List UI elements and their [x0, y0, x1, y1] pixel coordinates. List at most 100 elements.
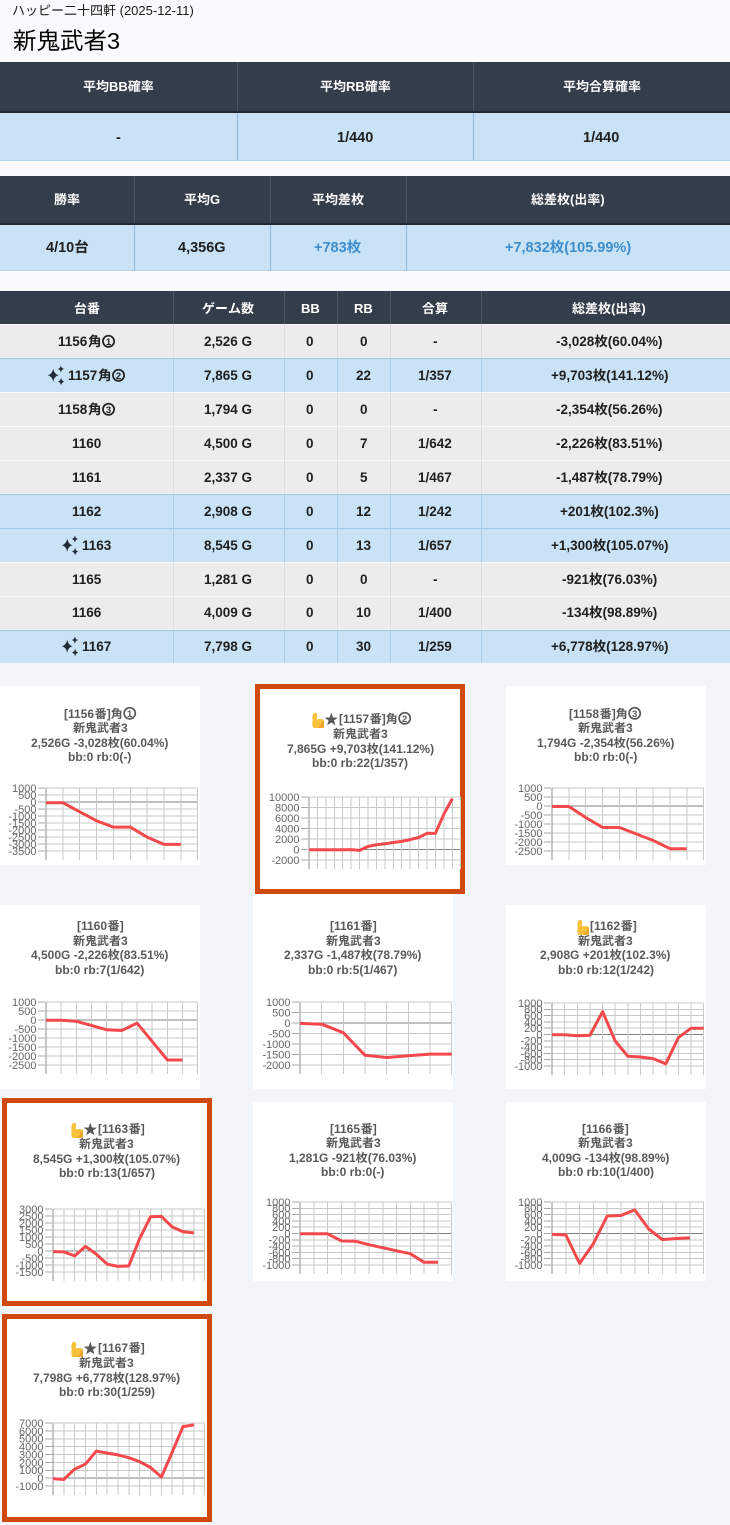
svg-text:(102.3%): (102.3%) [604, 504, 659, 519]
svg-text:-: - [433, 334, 438, 349]
svg-text:800: 800 [524, 1004, 542, 1016]
svg-text:-800: -800 [520, 1254, 542, 1266]
svg-text:-1500: -1500 [514, 828, 542, 840]
svg-text:bb:0 rb:10(1/400): bb:0 rb:10(1/400) [558, 1165, 654, 1179]
svg-text:1,281G -921: 1,281G -921 [289, 1151, 356, 1165]
svg-text:-1000: -1000 [16, 1259, 44, 1271]
svg-text:(76.03%): (76.03%) [368, 1151, 417, 1165]
svg-text:1000: 1000 [518, 997, 542, 1009]
svg-text:1/467: 1/467 [418, 470, 452, 485]
svg-text:1163: 1163 [82, 538, 112, 553]
svg-text:0: 0 [306, 368, 314, 383]
svg-text:-400: -400 [268, 1241, 290, 1253]
svg-text:bb:0 rb:13(1/657): bb:0 rb:13(1/657) [59, 1166, 155, 1180]
svg-text:13: 13 [356, 538, 372, 553]
svg-text:1/440: 1/440 [337, 130, 373, 146]
svg-text:6000: 6000 [19, 1425, 43, 1437]
svg-text:7,865G +9,703: 7,865G +9,703 [287, 742, 367, 756]
svg-text:30: 30 [356, 639, 371, 654]
svg-text:500: 500 [272, 1007, 290, 1019]
svg-text:3: 3 [626, 1136, 633, 1150]
svg-text:3: 3 [626, 934, 633, 948]
svg-text:-: - [433, 402, 438, 417]
svg-text:1160: 1160 [72, 436, 101, 451]
svg-text:4,500G -2,226: 4,500G -2,226 [31, 948, 108, 962]
svg-text:[1158: [1158 [569, 707, 599, 721]
svg-text:): ) [642, 301, 646, 316]
svg-text:-2,226: -2,226 [556, 436, 595, 451]
svg-text:(56.26%): (56.26%) [608, 402, 663, 417]
svg-text:0: 0 [360, 572, 368, 587]
svg-text:1156: 1156 [58, 334, 88, 349]
svg-text:-200: -200 [520, 1235, 542, 1247]
svg-text:-600: -600 [520, 1048, 542, 1060]
svg-text:4,009G -134: 4,009G -134 [542, 1151, 609, 1165]
svg-text:[1156: [1156 [64, 707, 94, 721]
svg-text:1/440: 1/440 [583, 130, 619, 146]
svg-text:1/642: 1/642 [418, 436, 452, 451]
svg-text:7,798G +6,778: 7,798G +6,778 [33, 1371, 113, 1385]
svg-text:-2500: -2500 [9, 832, 37, 844]
svg-text:0: 0 [306, 538, 314, 553]
svg-text:-921: -921 [562, 572, 590, 587]
svg-text:]: ] [372, 919, 376, 933]
svg-text:bb:0 rb:5(1/467): bb:0 rb:5(1/467) [308, 963, 397, 977]
svg-text:3: 3 [374, 1136, 381, 1150]
svg-text:RB: RB [346, 79, 365, 94]
svg-text:+6,778: +6,778 [551, 639, 593, 654]
svg-text:0: 0 [293, 844, 299, 856]
svg-text:1000: 1000 [19, 1231, 43, 1243]
svg-text:1/259: 1/259 [418, 639, 452, 654]
svg-text:(60.04%): (60.04%) [608, 334, 663, 349]
svg-text:6000: 6000 [275, 812, 299, 824]
svg-text:-500: -500 [520, 810, 542, 822]
svg-text:-1,487: -1,487 [556, 470, 594, 485]
svg-text:4,356G: 4,356G [178, 240, 226, 256]
svg-text:3: 3 [121, 934, 128, 948]
svg-text:-500: -500 [15, 1024, 37, 1036]
svg-text:0: 0 [31, 797, 37, 809]
svg-text:(78.79%): (78.79%) [373, 948, 422, 962]
svg-text:-3,028: -3,028 [556, 334, 595, 349]
svg-text:-1000: -1000 [8, 1033, 36, 1045]
svg-text:]: ] [625, 1122, 629, 1136]
svg-text:[1162: [1162 [590, 919, 620, 933]
svg-text:800: 800 [524, 1203, 542, 1215]
svg-text:3: 3 [127, 1137, 134, 1151]
svg-text:1166: 1166 [72, 605, 102, 620]
svg-text:-2000: -2000 [262, 1060, 290, 1072]
svg-text:0: 0 [306, 402, 314, 417]
svg-text:[1160: [1160 [77, 919, 107, 933]
svg-text:2,337 G: 2,337 G [204, 470, 252, 485]
svg-text:-600: -600 [268, 1247, 290, 1259]
svg-text:0: 0 [536, 801, 542, 813]
svg-text:[1161: [1161 [330, 919, 360, 933]
svg-text:1000: 1000 [266, 1197, 290, 1209]
svg-text:1158: 1158 [58, 402, 88, 417]
svg-text:600: 600 [272, 1210, 290, 1222]
svg-text:4,500 G: 4,500 G [204, 436, 252, 451]
svg-text:400: 400 [524, 1016, 542, 1028]
svg-text:0: 0 [38, 1245, 44, 1257]
svg-text:]: ] [612, 707, 616, 721]
svg-text:7: 7 [360, 436, 368, 451]
svg-text:3: 3 [374, 934, 381, 948]
svg-text:600: 600 [524, 1210, 542, 1222]
svg-text:bb:0 rb:22(1/357): bb:0 rb:22(1/357) [312, 756, 408, 770]
svg-text:bb:0 rb:0(-): bb:0 rb:0(-) [321, 1165, 384, 1179]
svg-text:-2000: -2000 [9, 825, 37, 837]
svg-text:22: 22 [356, 368, 371, 383]
svg-text:]: ] [141, 1122, 145, 1136]
svg-text:200: 200 [272, 1222, 290, 1234]
svg-text:-3000: -3000 [9, 839, 37, 851]
svg-text:bb:0 rb:0(-): bb:0 rb:0(-) [68, 750, 131, 764]
svg-text:(60.04%): (60.04%) [120, 736, 169, 750]
svg-text:BB: BB [301, 301, 320, 316]
svg-text:BB: BB [109, 79, 128, 94]
svg-text:-1000: -1000 [262, 1039, 290, 1051]
svg-text:-600: -600 [520, 1247, 542, 1259]
svg-text:0: 0 [306, 334, 314, 349]
svg-text:8,545 G: 8,545 G [204, 538, 252, 553]
svg-text:400: 400 [524, 1216, 542, 1228]
svg-text:4,009 G: 4,009 G [204, 605, 252, 620]
